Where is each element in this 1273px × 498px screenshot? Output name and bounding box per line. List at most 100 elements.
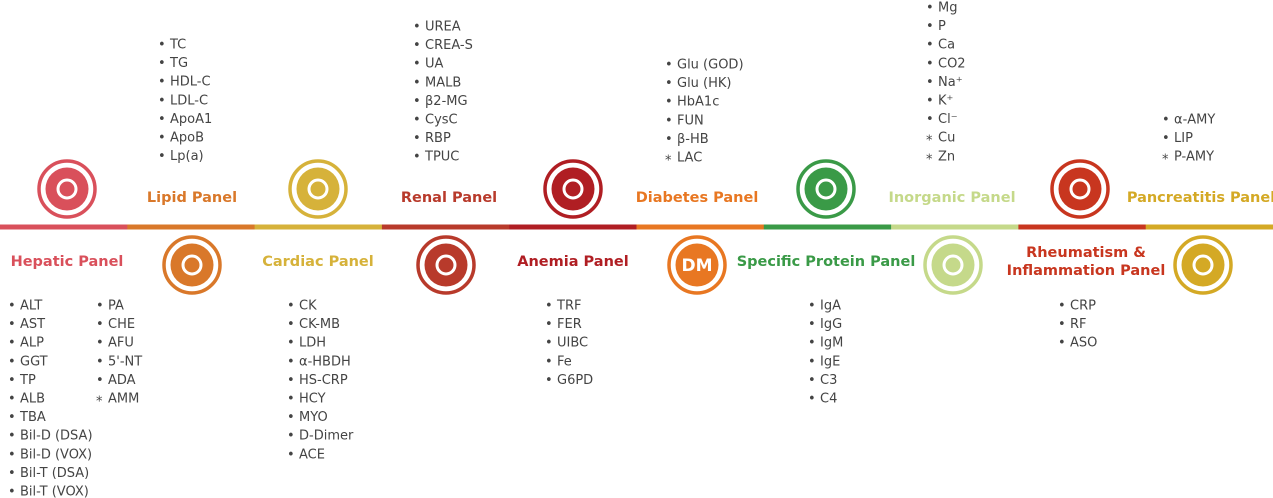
item-label: Bil-D (VOX) [20, 447, 92, 462]
item-marker: • [287, 373, 295, 388]
item-label: β2-MG [425, 94, 468, 109]
item-label: HS-CRP [299, 373, 348, 388]
item-marker: • [96, 317, 104, 332]
item-marker: • [158, 56, 166, 71]
item-marker: • [8, 485, 16, 498]
panel-icon [416, 235, 476, 295]
timeline-segment [254, 224, 383, 230]
item-marker: • [1058, 299, 1066, 314]
icon-ring [288, 159, 348, 219]
item-label: LAC [677, 151, 702, 166]
item-marker: • [287, 317, 295, 332]
item-label: UREA [425, 20, 461, 35]
timeline-segment [1018, 224, 1147, 230]
item-marker: • [287, 392, 295, 407]
item-marker: • [96, 373, 104, 388]
item-marker: * [96, 395, 103, 410]
item-label: LDH [299, 336, 326, 351]
icon-glyph [1192, 254, 1214, 276]
item-marker: • [8, 354, 16, 369]
item-label: P-AMY [1174, 150, 1214, 165]
icon-glyph [562, 178, 584, 200]
icon-disc [45, 167, 89, 211]
item-marker: • [665, 113, 673, 128]
item-marker: • [158, 38, 166, 53]
item-label: FER [557, 317, 582, 332]
item-marker: • [1162, 113, 1170, 128]
item-label: Lp(a) [170, 149, 204, 164]
item-label: UIBC [557, 336, 588, 351]
item-label: Cu [938, 131, 955, 146]
item-marker: • [287, 299, 295, 314]
item-marker: • [413, 131, 421, 146]
item-marker: • [926, 1, 934, 16]
panel-title: Anemia Panel [517, 254, 628, 270]
item-label: CK [299, 299, 317, 314]
panel-title: Inorganic Panel [888, 190, 1015, 206]
icon-disc [551, 167, 595, 211]
panel-title: Hepatic Panel [11, 254, 124, 270]
item-marker: • [287, 429, 295, 444]
item-marker: • [665, 132, 673, 147]
item-label: Bil-T (DSA) [20, 466, 89, 481]
timeline-segment [127, 224, 256, 230]
item-label: AMM [108, 392, 139, 407]
item-label: G6PD [557, 373, 593, 388]
item-label: 5'-NT [108, 354, 142, 369]
item-marker: • [545, 336, 553, 351]
item-label: CK-MB [299, 317, 340, 332]
item-label: Mg [938, 1, 957, 16]
item-marker: • [926, 56, 934, 71]
item-label: Glu (GOD) [677, 58, 744, 73]
item-marker: • [665, 58, 673, 73]
item-marker: • [1058, 317, 1066, 332]
timeline-segment [891, 224, 1019, 230]
item-label: C3 [820, 373, 837, 388]
icon-ring [923, 235, 983, 295]
item-label: UA [425, 57, 444, 72]
icon-glyph [942, 254, 964, 276]
item-marker: • [96, 336, 104, 351]
item-label: CREA-S [425, 38, 473, 53]
icon-glyph [56, 178, 78, 200]
item-marker: • [8, 336, 16, 351]
panel-title: Lipid Panel [147, 190, 237, 206]
item-label: TBA [19, 410, 46, 425]
item-label: D-Dimer [299, 429, 354, 444]
item-label: AST [20, 317, 45, 332]
item-label: β-HB [677, 132, 709, 147]
item-marker: • [8, 392, 16, 407]
icon-glyph [1069, 178, 1091, 200]
item-label: ADA [108, 373, 136, 388]
item-marker: • [926, 38, 934, 53]
item-label: CRP [1070, 299, 1096, 314]
panel-title: Cardiac Panel [262, 254, 374, 270]
item-marker: • [287, 410, 295, 425]
item-label: IgE [820, 354, 840, 369]
item-label: ALT [20, 299, 42, 314]
panel-title: Renal Panel [401, 190, 497, 206]
panel-title: Inflammation Panel [1007, 263, 1166, 279]
item-label: IgG [820, 317, 842, 332]
panel-icon: DM [667, 235, 727, 295]
item-marker: • [8, 466, 16, 481]
icon-disc [931, 243, 975, 287]
item-label: P [938, 19, 946, 34]
icon-ring [667, 235, 727, 295]
item-label: AFU [108, 336, 134, 351]
timeline-segment [381, 224, 510, 230]
panel-icon [288, 159, 348, 219]
item-marker: • [158, 149, 166, 164]
item-label: TRF [556, 299, 581, 314]
item-marker: • [413, 113, 421, 128]
item-label: ASO [1070, 336, 1097, 351]
item-marker: • [413, 20, 421, 35]
item-marker: • [808, 317, 816, 332]
item-label: CO2 [938, 56, 966, 71]
item-label: CHE [108, 317, 135, 332]
item-label: RF [1070, 317, 1087, 332]
item-label: Na⁺ [938, 75, 963, 90]
item-label: Ca [938, 38, 955, 53]
item-label: Glu (HK) [677, 76, 732, 91]
